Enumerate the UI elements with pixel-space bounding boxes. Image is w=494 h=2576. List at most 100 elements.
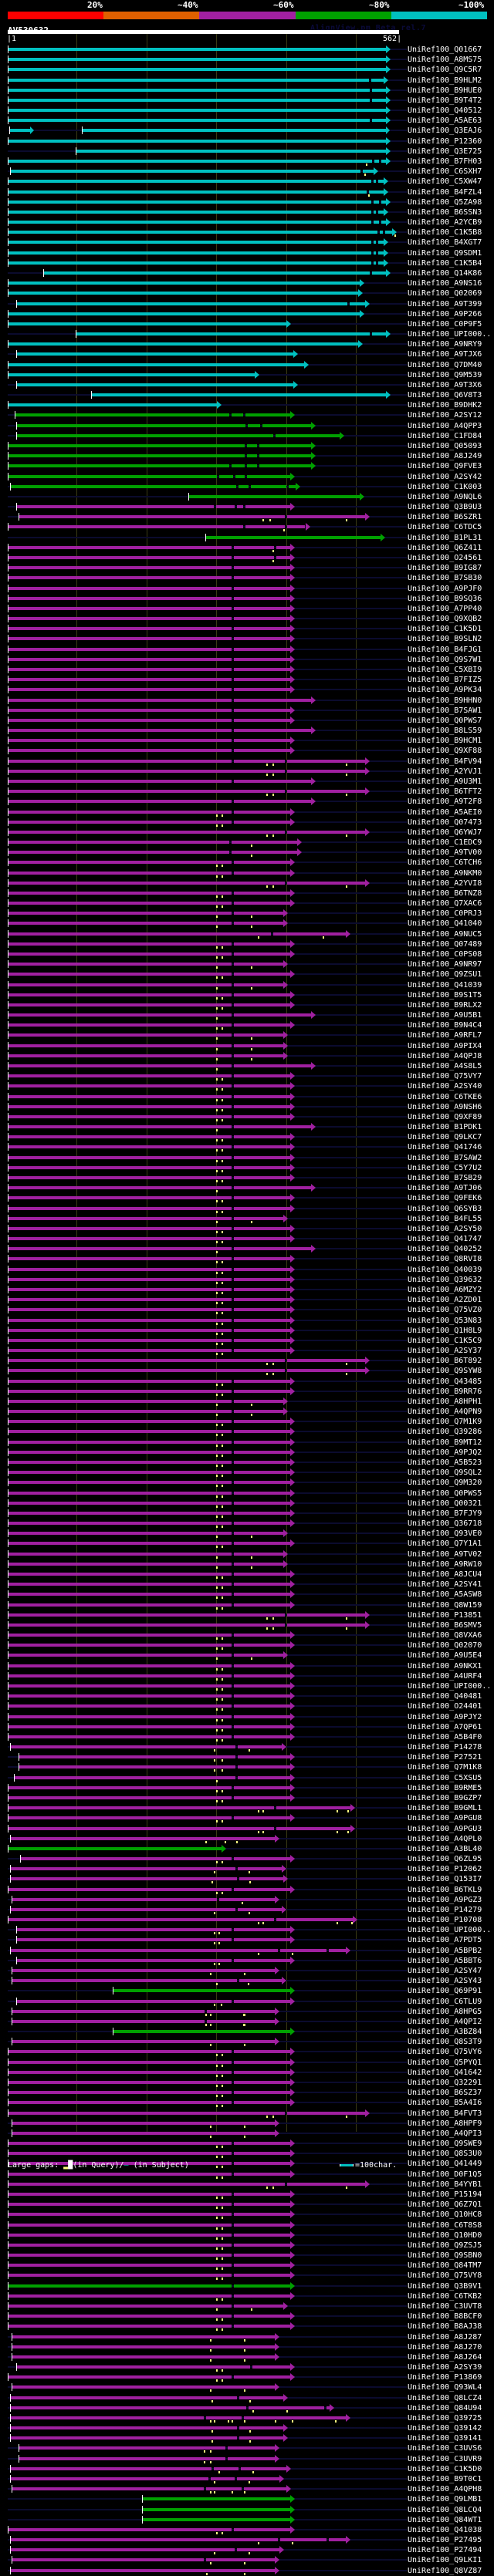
- hit-label[interactable]: UniRef100_Q41747: [408, 1235, 482, 1244]
- hit-row[interactable]: UniRef100_A2YVJ1: [0, 767, 494, 777]
- hit-label[interactable]: UniRef100_B4FV94: [408, 757, 482, 766]
- hit-label[interactable]: UniRef100_Q84U94: [408, 2403, 482, 2412]
- hit-label[interactable]: UniRef100_A5ASW8: [408, 1590, 482, 1600]
- hit-label[interactable]: UniRef100_B4FL55: [408, 1214, 482, 1223]
- hit-label[interactable]: UniRef100_A2SY12: [408, 411, 482, 420]
- hit-label[interactable]: UniRef100_B7SB30: [408, 574, 482, 583]
- hit-row[interactable]: UniRef100_C3UVS6: [0, 2443, 494, 2453]
- hit-row[interactable]: UniRef100_A8MS75: [0, 55, 494, 65]
- hit-label[interactable]: UniRef100_Q93VE0: [408, 1529, 482, 1539]
- hit-row[interactable]: UniRef100_A9TJX6: [0, 349, 494, 359]
- hit-row[interactable]: UniRef100_Q9SWE9: [0, 2139, 494, 2149]
- hit-row[interactable]: UniRef100_C6SXH7: [0, 167, 494, 177]
- hit-label[interactable]: UniRef100_A4URF4: [408, 1671, 482, 1681]
- hit-row[interactable]: UniRef100_C5Y7U2: [0, 1163, 494, 1173]
- hit-row[interactable]: UniRef100_Q00321: [0, 1499, 494, 1509]
- hit-row[interactable]: UniRef100_C6TDC5: [0, 522, 494, 532]
- hit-label[interactable]: UniRef100_UPI000..: [408, 1926, 492, 1935]
- hit-row[interactable]: UniRef100_Q7M1K9: [0, 1417, 494, 1427]
- hit-row[interactable]: UniRef100_Q9ZSU1: [0, 969, 494, 979]
- hit-row[interactable]: UniRef100_C5XW47: [0, 177, 494, 187]
- hit-label[interactable]: UniRef100_Q39141: [408, 2434, 482, 2443]
- hit-row[interactable]: UniRef100_C3UVT8: [0, 2301, 494, 2311]
- hit-label[interactable]: UniRef100_O24561: [408, 554, 482, 562]
- hit-label[interactable]: UniRef100_A2SY37: [408, 1347, 482, 1356]
- hit-row[interactable]: UniRef100_Q3EAJ6: [0, 126, 494, 136]
- hit-row[interactable]: UniRef100_Q36718: [0, 1519, 494, 1529]
- hit-label[interactable]: UniRef100_A9NUC5: [408, 929, 482, 939]
- hit-label[interactable]: UniRef100_A9U5B1: [408, 1011, 482, 1020]
- hit-row[interactable]: UniRef100_A5AE63: [0, 116, 494, 126]
- hit-label[interactable]: UniRef100_B6SSN3: [408, 207, 482, 217]
- hit-row[interactable]: UniRef100_Q0PWS7: [0, 716, 494, 726]
- hit-row[interactable]: UniRef100_C5XBI9: [0, 665, 494, 675]
- hit-label[interactable]: UniRef100_A8J249: [408, 452, 482, 461]
- hit-row[interactable]: UniRef100_Q6Z411: [0, 543, 494, 553]
- hit-label[interactable]: UniRef100_Q07473: [408, 818, 482, 827]
- hit-label[interactable]: UniRef100_Q36718: [408, 1519, 482, 1529]
- hit-label[interactable]: UniRef100_Q9SDM1: [408, 248, 482, 258]
- hit-label[interactable]: UniRef100_B8BCF0: [408, 2312, 482, 2321]
- hit-label[interactable]: UniRef100_Q153I7: [408, 1875, 482, 1884]
- hit-row[interactable]: UniRef100_B1PDK1: [0, 1122, 494, 1132]
- hit-label[interactable]: UniRef100_A7PDT5: [408, 1936, 482, 1945]
- hit-row[interactable]: UniRef100_A2SY47: [0, 1966, 494, 1976]
- hit-row[interactable]: UniRef100_B7SAW1: [0, 706, 494, 716]
- hit-label[interactable]: UniRef100_Q39142: [408, 2424, 482, 2433]
- hit-row[interactable]: UniRef100_A7PP40: [0, 604, 494, 614]
- hit-label[interactable]: UniRef100_A9PGU8: [408, 1814, 482, 1823]
- hit-row[interactable]: UniRef100_Q3B9V1: [0, 2281, 494, 2291]
- hit-label[interactable]: UniRef100_A9TV02: [408, 1549, 482, 1559]
- hit-row[interactable]: UniRef100_Q01667: [0, 45, 494, 55]
- hit-row[interactable]: UniRef100_Q8LCZ4: [0, 2393, 494, 2403]
- hit-row[interactable]: UniRef100_A2SY50: [0, 1224, 494, 1234]
- hit-label[interactable]: UniRef100_Q75VY7: [408, 1072, 482, 1081]
- hit-row[interactable]: UniRef100_Q8VZ87: [0, 2566, 494, 2576]
- hit-label[interactable]: UniRef100_Q9LMB1: [408, 2495, 482, 2504]
- hit-label[interactable]: UniRef100_Q05093: [408, 442, 482, 451]
- hit-label[interactable]: UniRef100_Q9C5R7: [408, 66, 482, 75]
- hit-label[interactable]: UniRef100_B9S1T5: [408, 990, 482, 1000]
- hit-row[interactable]: UniRef100_B6SSN3: [0, 207, 494, 217]
- hit-row[interactable]: UniRef100_A9U5B1: [0, 1010, 494, 1020]
- hit-label[interactable]: UniRef100_B9RME5: [408, 1783, 482, 1792]
- hit-label[interactable]: UniRef100_Q75VY8: [408, 2271, 482, 2281]
- hit-row[interactable]: UniRef100_A9PIX4: [0, 1041, 494, 1051]
- hit-label[interactable]: UniRef100_A2SY47: [408, 1967, 482, 1976]
- hit-label[interactable]: UniRef100_A3BZ84: [408, 2028, 482, 2037]
- hit-label[interactable]: UniRef100_B9HCM1: [408, 737, 482, 746]
- hit-row[interactable]: UniRef100_A4QPI3: [0, 2129, 494, 2139]
- hit-row[interactable]: UniRef100_A9NKM0: [0, 868, 494, 878]
- hit-row[interactable]: UniRef100_B7FJY9: [0, 1509, 494, 1519]
- hit-label[interactable]: UniRef100_A9NKM0: [408, 868, 482, 878]
- hit-label[interactable]: UniRef100_Q84WT1: [408, 2515, 482, 2524]
- hit-row[interactable]: UniRef100_P14278: [0, 1742, 494, 1752]
- hit-row[interactable]: UniRef100_A7PDT5: [0, 1935, 494, 1945]
- hit-label[interactable]: UniRef100_A2YVJ1: [408, 767, 482, 776]
- hit-row[interactable]: UniRef100_B6SZR1: [0, 512, 494, 522]
- hit-row[interactable]: UniRef100_A4URF4: [0, 1671, 494, 1681]
- hit-label[interactable]: UniRef100_Q40039: [408, 1265, 482, 1274]
- hit-row[interactable]: UniRef100_A8J287: [0, 2332, 494, 2342]
- hit-row[interactable]: UniRef100_B6SMV5: [0, 1620, 494, 1630]
- hit-row[interactable]: UniRef100_A8J270: [0, 2342, 494, 2352]
- hit-row[interactable]: UniRef100_Q39286: [0, 1427, 494, 1437]
- hit-row[interactable]: UniRef100_P15194: [0, 2190, 494, 2200]
- hit-row[interactable]: UniRef100_C1K5B8: [0, 228, 494, 238]
- hit-row[interactable]: UniRef100_Q39142: [0, 2423, 494, 2433]
- hit-row[interactable]: UniRef100_Q7Y1A1: [0, 1539, 494, 1549]
- hit-label[interactable]: UniRef100_A2YCB9: [408, 218, 482, 228]
- hit-row[interactable]: UniRef100_Q9S7W1: [0, 655, 494, 665]
- hit-row[interactable]: UniRef100_Q6Z7Q1: [0, 2200, 494, 2210]
- hit-label[interactable]: UniRef100_Q01667: [408, 46, 482, 54]
- hit-label[interactable]: UniRef100_A8HPH1: [408, 1397, 482, 1406]
- hit-row[interactable]: UniRef100_Q9LKI1: [0, 2555, 494, 2565]
- hit-label[interactable]: UniRef100_Q9M539: [408, 370, 482, 379]
- hit-row[interactable]: UniRef100_B9S1T5: [0, 990, 494, 1000]
- hit-row[interactable]: UniRef100_UPI000..: [0, 1681, 494, 1691]
- hit-row[interactable]: UniRef100_C3UVR9: [0, 2454, 494, 2464]
- hit-label[interactable]: UniRef100_Q6YWJ7: [408, 828, 482, 837]
- hit-label[interactable]: UniRef100_B9SQ36: [408, 594, 482, 603]
- hit-row[interactable]: UniRef100_P27494: [0, 2545, 494, 2555]
- hit-row[interactable]: UniRef100_B9T0C1: [0, 2474, 494, 2484]
